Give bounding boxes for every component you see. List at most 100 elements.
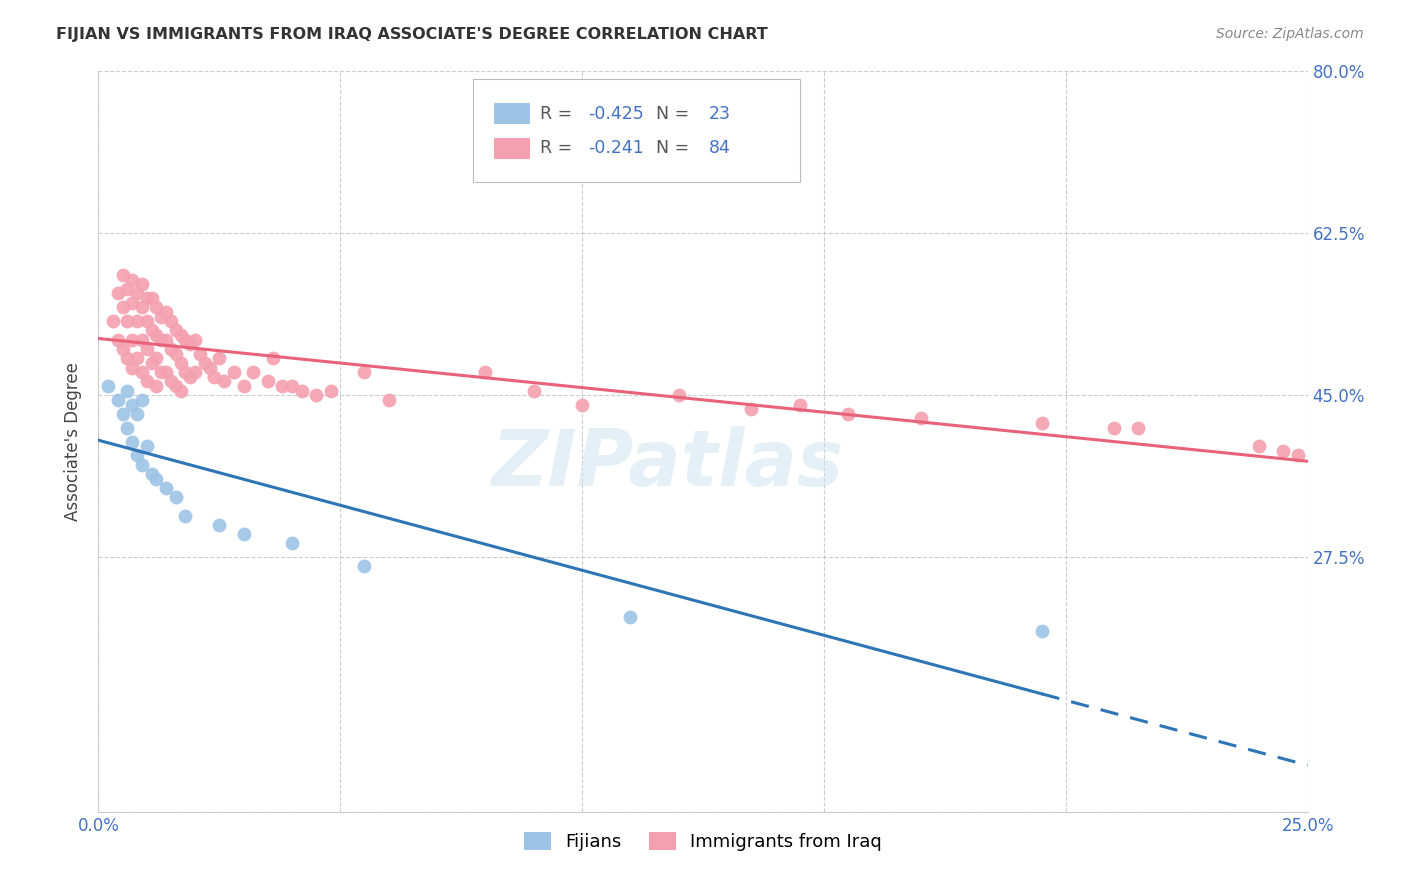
Point	[121, 272, 143, 286]
Point	[150, 365, 173, 379]
Point	[837, 407, 859, 421]
Point	[204, 369, 226, 384]
Point	[174, 508, 197, 523]
Point	[160, 314, 183, 328]
Point	[101, 314, 124, 328]
Point	[1031, 624, 1053, 639]
Point	[222, 365, 245, 379]
Point	[179, 369, 201, 384]
Point	[169, 356, 191, 370]
Point	[121, 295, 143, 310]
Point	[1249, 439, 1271, 453]
Point	[107, 333, 129, 347]
Point	[256, 375, 278, 389]
FancyBboxPatch shape	[474, 78, 800, 183]
Point	[188, 346, 211, 360]
Point	[232, 379, 254, 393]
Point	[523, 384, 546, 398]
Point	[262, 351, 284, 366]
Point	[121, 398, 143, 412]
Point	[174, 365, 197, 379]
Point	[179, 337, 201, 351]
Point	[174, 333, 197, 347]
Point	[145, 301, 167, 315]
Point	[117, 384, 139, 398]
Text: N =: N =	[645, 104, 695, 122]
Point	[740, 402, 762, 417]
Point	[131, 392, 153, 407]
Text: N =: N =	[645, 139, 695, 157]
Point	[184, 365, 207, 379]
Point	[131, 458, 153, 472]
Point	[141, 467, 163, 481]
FancyBboxPatch shape	[494, 103, 530, 124]
Point	[135, 375, 157, 389]
Text: 23: 23	[709, 104, 731, 122]
Point	[160, 342, 183, 356]
Text: 84: 84	[709, 139, 731, 157]
Point	[135, 314, 157, 328]
Point	[145, 379, 167, 393]
Text: ZIPatlas: ZIPatlas	[491, 425, 842, 502]
Point	[160, 375, 183, 389]
Point	[127, 449, 149, 463]
Point	[232, 527, 254, 541]
Point	[319, 384, 342, 398]
Point	[121, 333, 143, 347]
Point	[377, 392, 399, 407]
Point	[127, 351, 149, 366]
Point	[111, 268, 134, 282]
Y-axis label: Associate's Degree: Associate's Degree	[65, 362, 83, 521]
Point	[145, 328, 167, 343]
Point	[619, 610, 641, 624]
Point	[111, 301, 134, 315]
Point	[135, 342, 157, 356]
FancyBboxPatch shape	[494, 138, 530, 159]
Text: FIJIAN VS IMMIGRANTS FROM IRAQ ASSOCIATE'S DEGREE CORRELATION CHART: FIJIAN VS IMMIGRANTS FROM IRAQ ASSOCIATE…	[56, 27, 768, 42]
Point	[165, 324, 187, 338]
Point	[668, 388, 690, 402]
Legend: Fijians, Immigrants from Iraq: Fijians, Immigrants from Iraq	[517, 824, 889, 858]
Point	[1286, 449, 1309, 463]
Point	[111, 342, 134, 356]
Point	[474, 365, 496, 379]
Point	[281, 379, 304, 393]
Point	[127, 314, 149, 328]
Point	[155, 481, 177, 495]
Point	[135, 439, 157, 453]
Point	[135, 291, 157, 305]
Point	[155, 365, 177, 379]
Point	[127, 286, 149, 301]
Point	[353, 365, 375, 379]
Point	[1031, 416, 1053, 430]
Point	[145, 472, 167, 486]
Point	[131, 333, 153, 347]
Point	[208, 351, 231, 366]
Point	[117, 420, 139, 434]
Point	[107, 392, 129, 407]
Point	[131, 301, 153, 315]
Point	[353, 559, 375, 574]
Point	[150, 333, 173, 347]
Text: -0.241: -0.241	[588, 139, 644, 157]
Point	[155, 333, 177, 347]
Point	[208, 517, 231, 532]
Point	[789, 398, 811, 412]
Point	[97, 379, 120, 393]
Point	[155, 305, 177, 319]
Point	[141, 324, 163, 338]
Point	[281, 536, 304, 550]
Point	[1272, 443, 1295, 458]
Point	[141, 356, 163, 370]
Point	[165, 379, 187, 393]
Point	[117, 282, 139, 296]
Point	[194, 356, 217, 370]
Point	[305, 388, 328, 402]
Point	[121, 360, 143, 375]
Point	[169, 328, 191, 343]
Point	[242, 365, 264, 379]
Point	[165, 490, 187, 504]
Point	[131, 365, 153, 379]
Point	[107, 286, 129, 301]
Point	[111, 407, 134, 421]
